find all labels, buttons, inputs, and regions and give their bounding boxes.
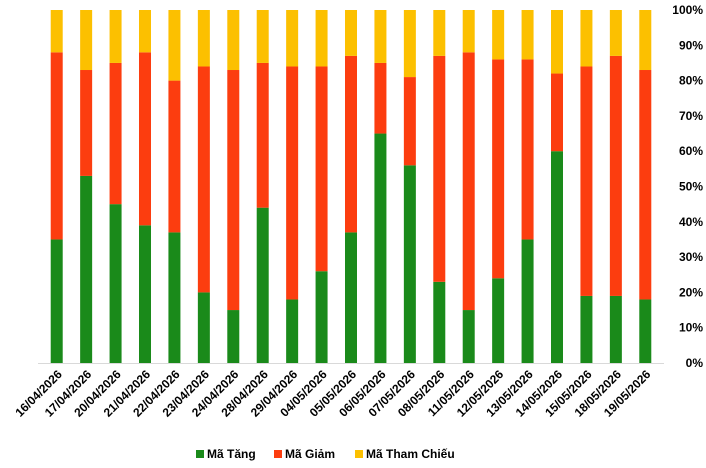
bar-segment-tang-7: [256, 207, 269, 363]
bar-segment-tham-chieu-18: [580, 10, 593, 67]
bar-segment-giam-16: [521, 59, 534, 240]
bar-segment-tham-chieu-20: [639, 10, 652, 71]
bar-segment-tang-19: [609, 295, 622, 363]
bar-segment-giam-15: [492, 59, 505, 279]
y-tick-label: 30%: [679, 250, 703, 264]
bar-segment-giam-1: [80, 70, 93, 176]
bar-segment-tham-chieu-9: [315, 10, 328, 67]
bar-segment-tang-10: [345, 232, 357, 363]
bar-segment-tang-8: [286, 299, 299, 363]
legend-swatch: [196, 450, 204, 458]
bar-segment-giam-18: [580, 66, 593, 296]
bar-segment-tang-9: [315, 271, 328, 363]
bar-segment-tang-11: [374, 133, 387, 363]
bar-segment-tham-chieu-3: [139, 10, 151, 53]
bar-segment-giam-5: [197, 66, 210, 293]
bar-segment-tham-chieu-15: [492, 10, 505, 60]
bar-segment-tham-chieu-10: [345, 10, 357, 56]
legend-swatch: [274, 450, 282, 458]
bar-segment-giam-0: [50, 52, 63, 240]
bar-segment-tang-2: [109, 204, 122, 363]
y-axis: 0% 10% 20% 30% 40% 50% 60% 70% 80% 90% 100%: [672, 3, 703, 370]
bar-segment-tham-chieu-16: [521, 10, 534, 60]
bar-segment-giam-11: [374, 62, 387, 134]
bar-segment-giam-8: [286, 66, 299, 300]
bar-segment-tang-20: [639, 299, 652, 363]
bar-segment-tham-chieu-0: [50, 10, 63, 53]
bar-segment-giam-20: [639, 70, 652, 300]
x-axis: 16/04/202617/04/202620/04/202621/04/2026…: [12, 363, 664, 420]
bar-segment-tang-0: [50, 239, 63, 363]
bar-segment-giam-12: [403, 77, 416, 166]
y-tick-label: 10%: [679, 321, 703, 335]
bar-segment-tang-4: [168, 232, 181, 363]
bar-segment-giam-14: [462, 52, 475, 311]
bar-segment-giam-6: [227, 70, 240, 311]
bar-segment-tham-chieu-13: [433, 10, 446, 56]
bar-segment-giam-17: [551, 73, 563, 152]
bar-segment-tang-12: [403, 165, 416, 363]
y-tick-label: 100%: [672, 3, 703, 17]
legend: Mã Tăng Mã Giảm Mã Tham Chiếu: [196, 447, 455, 461]
bar-segment-tang-18: [580, 295, 593, 363]
bar-segment-tham-chieu-5: [197, 10, 210, 67]
bar-segment-tham-chieu-11: [374, 10, 387, 63]
bar-segment-giam-10: [345, 55, 357, 233]
y-tick-label: 90%: [679, 38, 703, 52]
bar-segment-tang-5: [197, 292, 210, 363]
y-tick-label: 80%: [679, 74, 703, 88]
bar-segment-tang-17: [551, 151, 563, 363]
bar-segment-giam-4: [168, 80, 181, 233]
bar-segment-tang-14: [462, 310, 475, 363]
bar-segment-giam-2: [109, 62, 122, 205]
bar-segment-tang-1: [80, 175, 93, 363]
bar-segment-tang-13: [433, 281, 446, 363]
bar-segment-giam-13: [433, 55, 446, 282]
bar-segment-tham-chieu-7: [256, 10, 269, 63]
bar-segment-tham-chieu-1: [80, 10, 93, 71]
bar-segment-tham-chieu-6: [227, 10, 240, 71]
y-tick-label: 20%: [679, 285, 703, 299]
bar-segment-tang-15: [492, 278, 505, 363]
bar-segment-tham-chieu-19: [609, 10, 622, 56]
legend-entry: Mã Giảm: [285, 447, 335, 461]
bar-segment-tham-chieu-8: [286, 10, 299, 67]
bars-layer: [50, 10, 652, 363]
bar-segment-tham-chieu-14: [462, 10, 475, 53]
legend-entry: Mã Tham Chiếu: [366, 447, 455, 461]
bar-segment-tham-chieu-12: [403, 10, 416, 78]
bar-segment-tham-chieu-17: [551, 10, 563, 74]
legend-entry: Mã Tăng: [207, 447, 256, 461]
y-tick-label: 60%: [679, 144, 703, 158]
bar-segment-tang-16: [521, 239, 534, 363]
bar-segment-giam-9: [315, 66, 328, 272]
bar-segment-tang-6: [227, 310, 240, 363]
bar-segment-tham-chieu-4: [168, 10, 181, 81]
bar-segment-tang-3: [139, 225, 151, 363]
y-tick-label: 40%: [679, 215, 703, 229]
bar-segment-giam-7: [256, 62, 269, 208]
bar-segment-giam-3: [139, 52, 151, 226]
y-tick-label: 50%: [679, 180, 703, 194]
y-tick-label: 0%: [686, 356, 704, 370]
bar-segment-tham-chieu-2: [109, 10, 122, 63]
legend-swatch: [355, 450, 363, 458]
y-tick-label: 70%: [679, 109, 703, 123]
bar-segment-giam-19: [609, 55, 622, 296]
